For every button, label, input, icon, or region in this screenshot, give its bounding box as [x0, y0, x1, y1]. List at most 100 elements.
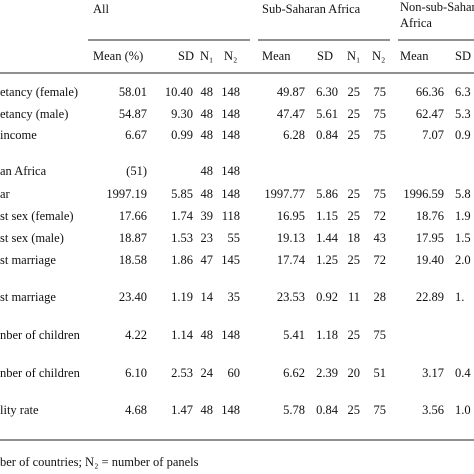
cell: 35	[228, 290, 241, 304]
cell: 0.99	[171, 128, 193, 142]
column-header: Mean	[400, 49, 429, 63]
cell: 1.5	[455, 231, 471, 245]
row-label: st sex (female)	[0, 209, 74, 223]
cell: 5.41	[283, 328, 305, 342]
cell: 1.86	[171, 253, 193, 267]
cell: 0.9	[455, 128, 471, 142]
cell: 6.10	[125, 366, 147, 380]
cell: 14	[201, 290, 214, 304]
row-label: etancy (female)	[0, 85, 78, 99]
cell: 4.68	[125, 403, 147, 417]
cell: 25	[348, 187, 361, 201]
cell: 0.84	[316, 403, 339, 417]
cell: 39	[201, 209, 214, 223]
column-header: N₁	[347, 49, 360, 63]
cell: 49.87	[277, 85, 305, 99]
cell: 1.15	[316, 209, 338, 223]
cell: 75	[374, 403, 387, 417]
cell: 48	[201, 403, 214, 417]
row-label: lity rate	[0, 403, 39, 417]
cell: 10.40	[165, 85, 193, 99]
cell: 1.14	[171, 328, 194, 342]
cell: 6.67	[125, 128, 147, 142]
cell: 47	[201, 253, 214, 267]
column-header: Mean (%)	[93, 49, 143, 63]
cell: 18	[348, 231, 361, 245]
cell: 58.01	[119, 85, 147, 99]
row-label: st marriage	[0, 290, 56, 304]
cell: 1.18	[316, 328, 338, 342]
cell: 25	[348, 209, 361, 223]
cell: 43	[374, 231, 387, 245]
cell: 25	[348, 253, 361, 267]
cell: 23.53	[277, 290, 305, 304]
cell: 1996.59	[403, 187, 444, 201]
cell: 5.61	[316, 107, 338, 121]
cell: 1997.77	[264, 187, 305, 201]
cell: 48	[201, 164, 214, 178]
column-header: N₂	[224, 49, 237, 63]
cell: 148	[221, 107, 240, 121]
cell: 1.47	[171, 403, 193, 417]
cell: 48	[201, 128, 214, 142]
cell: 1.9	[455, 209, 471, 223]
cell: 2.53	[171, 366, 193, 380]
cell: 48	[201, 187, 214, 201]
cell: 145	[221, 253, 240, 267]
cell: 75	[374, 128, 387, 142]
cell: 25	[348, 328, 361, 342]
row-label: etancy (male)	[0, 107, 68, 121]
cell: 3.56	[422, 403, 444, 417]
cell: 5.3	[455, 107, 471, 121]
cell: 60	[228, 366, 241, 380]
row-label: nber of children	[0, 366, 81, 380]
cell: 1.0	[455, 403, 471, 417]
cell: 18.58	[119, 253, 147, 267]
cell: 2.39	[316, 366, 338, 380]
cell: 1.19	[171, 290, 193, 304]
cell: 28	[374, 290, 387, 304]
cell: 75	[374, 85, 387, 99]
row-label: ar	[0, 187, 11, 201]
cell: 72	[374, 253, 387, 267]
cell: 75	[374, 107, 387, 121]
cell: 11	[348, 290, 360, 304]
cell: 17.74	[277, 253, 306, 267]
cell: (51)	[126, 164, 147, 178]
cell: 72	[374, 209, 387, 223]
column-header: N₁	[200, 49, 213, 63]
cell: 6.62	[283, 366, 305, 380]
cell: 1.53	[171, 231, 193, 245]
row-label: income	[0, 128, 37, 142]
cell: 2.0	[455, 253, 471, 267]
cell: 17.66	[119, 209, 147, 223]
cell: 9.30	[171, 107, 193, 121]
row-label: st sex (male)	[0, 231, 64, 245]
cell: 19.13	[277, 231, 305, 245]
cell: 6.28	[283, 128, 305, 142]
cell: 48	[201, 107, 214, 121]
cell: 23.40	[119, 290, 147, 304]
cell: 18.76	[416, 209, 444, 223]
cell: 5.85	[171, 187, 193, 201]
column-header: SD	[178, 49, 194, 63]
cell: 4.22	[125, 328, 147, 342]
column-header: Mean	[262, 49, 291, 63]
cell: 5.78	[283, 403, 305, 417]
cell: 25	[348, 128, 361, 142]
cell: 18.87	[119, 231, 147, 245]
cell: 6.30	[316, 85, 338, 99]
group-header: All	[93, 2, 110, 16]
cell: 148	[221, 85, 240, 99]
group-header: Non-sub-Saharan	[400, 0, 474, 14]
cell: 24	[201, 366, 214, 380]
cell: 20	[348, 366, 361, 380]
cell: 148	[221, 164, 240, 178]
cell: 48	[201, 85, 214, 99]
row-label: nber of children	[0, 328, 81, 342]
cell: 16.95	[277, 209, 305, 223]
cell: 62.47	[416, 107, 444, 121]
cell: 75	[374, 187, 387, 201]
